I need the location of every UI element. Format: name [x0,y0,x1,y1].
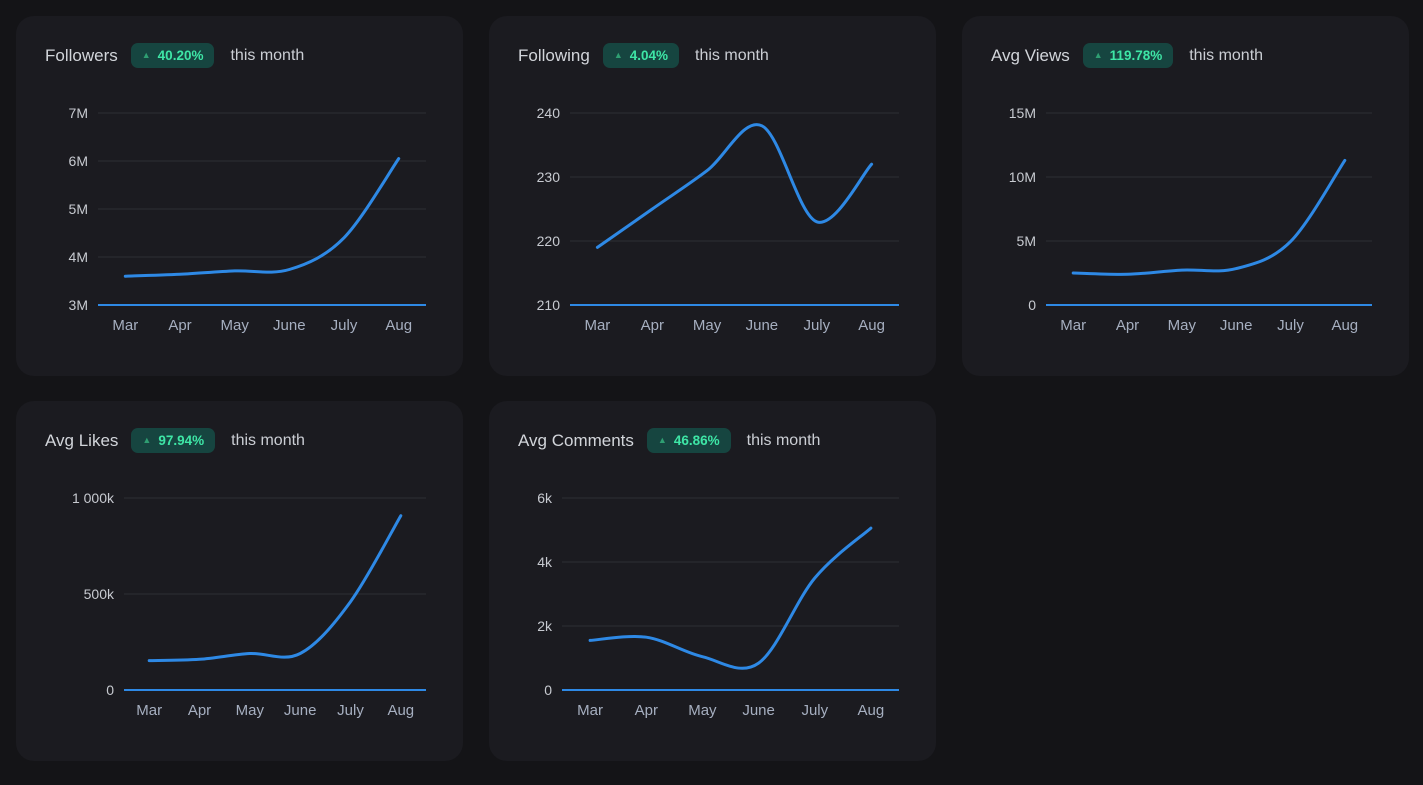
avg-likes-card: Avg Likes ▲ 97.94% this month 0 500k 1 000… [16,401,463,761]
x-tick-label: July [337,702,364,719]
x-tick-label: May [688,702,717,719]
x-tick-label: July [1277,317,1304,334]
card-header: Following ▲ 4.04% this month [518,43,918,68]
following-chart[interactable]: 210 220 230 240 Mar Apr May June July Aug [489,76,936,376]
x-tick-label: May [1168,317,1197,334]
y-tick-label: 230 [537,169,561,185]
x-tick-label: June [1220,317,1253,334]
followers-card: Followers ▲ 40.20% this month 3M 4M 5M 6M 7M… [16,16,463,376]
y-tick-label: 240 [537,105,561,121]
up-arrow-icon: ▲ [142,435,152,445]
period-label: this month [746,431,821,449]
x-tick-label: Mar [1060,317,1086,334]
x-tick-label: Aug [1331,317,1358,334]
x-tick-label: July [801,702,828,719]
y-tick-label: 0 [1028,297,1036,313]
growth-percent: 97.94% [158,433,205,448]
x-tick-label: July [331,317,358,334]
y-tick-label: 500k [84,586,115,602]
card-header: Avg Views ▲ 119.78% this month [991,43,1391,68]
x-tick-label: Apr [635,702,658,719]
avg-likes-chart[interactable]: 0 500k 1 000k Mar Apr May June July Aug [16,461,463,761]
y-tick-label: 1 000k [72,490,115,506]
series-line [595,123,874,249]
growth-percent: 46.86% [673,433,720,448]
period-label: this month [695,46,769,64]
x-tick-label: July [803,317,830,334]
x-tick-label: June [273,317,306,334]
y-tick-label: 15M [1009,105,1036,121]
y-tick-label: 2k [537,618,553,634]
growth-percent: 4.04% [629,48,669,63]
y-tick-label: 5M [1017,233,1036,249]
y-tick-label: 0 [544,682,552,698]
x-tick-label: Mar [577,702,603,719]
x-tick-label: Apr [1116,317,1139,334]
avg-comments-chart[interactable]: 0 2k 4k 6k Mar Apr May June July Aug [489,461,936,761]
growth-badge: ▲ 46.86% [646,428,731,453]
x-tick-label: Mar [112,317,138,334]
series-line [123,157,401,278]
y-tick-label: 0 [106,682,114,698]
period-label: this month [230,46,305,64]
series-line [588,526,873,670]
x-tick-label: Aug [858,702,885,719]
avg-views-chart[interactable]: 0 5M 10M 15M Mar Apr May June July Aug [962,76,1409,376]
y-tick-label: 3M [69,297,88,313]
y-tick-label: 4M [69,249,88,265]
y-tick-label: 6M [69,153,88,169]
x-tick-label: Aug [387,702,414,719]
growth-percent: 119.78% [1109,48,1163,63]
x-tick-label: June [746,317,779,334]
card-title: Avg Views [991,45,1070,65]
avg-views-card: Avg Views ▲ 119.78% this month 0 5M 10M 15M… [962,16,1409,376]
y-tick-label: 220 [537,233,561,249]
y-tick-label: 5M [69,201,88,217]
growth-badge: ▲ 4.04% [602,43,680,68]
x-tick-label: May [221,317,250,334]
x-tick-label: Aug [385,317,412,334]
up-arrow-icon: ▲ [657,435,667,445]
x-tick-label: May [236,702,265,719]
x-tick-label: Apr [188,702,211,719]
growth-percent: 40.20% [157,48,204,63]
card-header: Followers ▲ 40.20% this month [45,43,445,68]
x-tick-label: June [284,702,317,719]
y-tick-label: 6k [537,490,553,506]
up-arrow-icon: ▲ [613,50,623,60]
following-card: Following ▲ 4.04% this month 210 220 230 24… [489,16,936,376]
x-tick-label: Apr [168,317,191,334]
period-label: this month [231,431,305,449]
y-tick-label: 210 [537,297,561,313]
y-tick-label: 10M [1009,169,1036,185]
up-arrow-icon: ▲ [1093,50,1103,60]
series-line [1071,158,1347,276]
growth-badge: ▲ 97.94% [131,428,216,453]
x-tick-label: May [693,317,722,334]
card-header: Avg Likes ▲ 97.94% this month [45,428,445,453]
growth-badge: ▲ 119.78% [1082,43,1174,68]
card-title: Followers [45,45,118,65]
period-label: this month [1189,46,1264,64]
card-header: Avg Comments ▲ 46.86% this month [518,428,918,453]
x-tick-label: June [742,702,775,719]
growth-badge: ▲ 40.20% [130,43,215,68]
x-tick-label: Apr [641,317,664,334]
up-arrow-icon: ▲ [141,50,151,60]
y-tick-label: 4k [537,554,553,570]
y-tick-label: 7M [69,105,88,121]
avg-comments-card: Avg Comments ▲ 46.86% this month 0 2k 4k 6k… [489,401,936,761]
x-tick-label: Mar [136,702,162,719]
followers-chart[interactable]: 3M 4M 5M 6M 7M Mar Apr May June July Aug [16,76,463,376]
card-title: Following [518,45,590,65]
x-tick-label: Mar [584,317,610,334]
card-title: Avg Likes [45,430,119,450]
card-title: Avg Comments [518,430,634,450]
x-tick-label: Aug [858,317,885,334]
series-line [147,514,403,663]
